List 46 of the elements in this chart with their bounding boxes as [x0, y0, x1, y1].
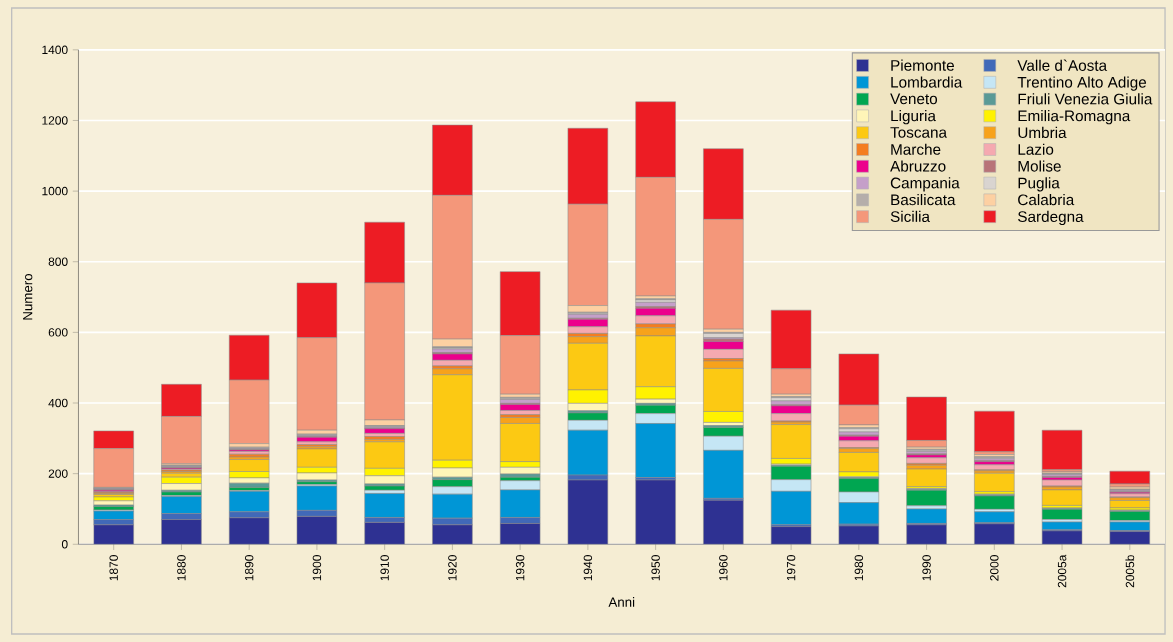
- y-tick-label: 1000: [42, 186, 68, 196]
- x-axis-title: Anni: [608, 597, 635, 607]
- x-tick-label: 1970: [786, 555, 796, 581]
- x-tick-label: 1880: [177, 555, 186, 581]
- x-tick-label: 1920: [448, 555, 457, 581]
- legend-label: Marche: [891, 143, 941, 155]
- legend-label: Lazio: [1018, 143, 1054, 155]
- y-tick-label: 800: [48, 257, 68, 266]
- x-tick-label: 2000: [990, 555, 999, 581]
- legend-label: Piemonte: [891, 59, 954, 71]
- x-tick-label: 1940: [583, 555, 593, 581]
- x-tick-label: 1910: [380, 555, 389, 581]
- legend-label: Sardegna: [1018, 210, 1084, 226]
- y-tick-label: 1200: [42, 116, 68, 125]
- x-tick-label: 1930: [515, 555, 525, 581]
- x-tick-label: 1900: [312, 555, 322, 581]
- y-tick-label: 1400: [42, 45, 68, 55]
- x-tick-label: 1950: [651, 555, 660, 581]
- y-tick-label: 0: [61, 540, 68, 549]
- y-tick-label: 200: [48, 469, 68, 478]
- y-axis-title: Numero: [23, 274, 33, 320]
- legend-label: Molise: [1018, 160, 1061, 172]
- x-tick-label: 1870: [109, 555, 118, 581]
- x-tick-label: 2005a: [1057, 554, 1067, 588]
- legend-label: Abruzzo: [890, 160, 946, 172]
- legend-label: Friuli Venezia Giulia: [1018, 93, 1153, 105]
- y-tick-label: 600: [48, 328, 68, 337]
- x-tick-label: 2005b: [1125, 555, 1135, 588]
- legend-label: Sicilia: [890, 210, 930, 223]
- x-tick-label: 1990: [922, 555, 931, 581]
- legend-label: Emilia-Romagna: [1018, 110, 1131, 125]
- x-tick-label: 1980: [854, 555, 864, 581]
- legend-label: Veneto: [890, 93, 938, 105]
- legend-label: Basilicata: [891, 194, 956, 206]
- legend-label: Toscana: [890, 127, 948, 138]
- x-tick-label: 1960: [719, 555, 728, 581]
- legend-label: Valle d`Aosta: [1017, 59, 1108, 71]
- legend-label: Trentino Alto Adige: [1017, 76, 1147, 91]
- legend-label: Calabria: [1018, 194, 1075, 206]
- legend-label: Lombardia: [891, 76, 963, 88]
- legend-label: Puglia: [1018, 177, 1060, 192]
- legend-label: Campania: [890, 177, 960, 192]
- y-tick-label: 400: [48, 398, 68, 408]
- legend-label: Umbria: [1018, 126, 1067, 139]
- x-tick-label: 1890: [244, 555, 254, 581]
- legend-label: Liguria: [891, 110, 936, 125]
